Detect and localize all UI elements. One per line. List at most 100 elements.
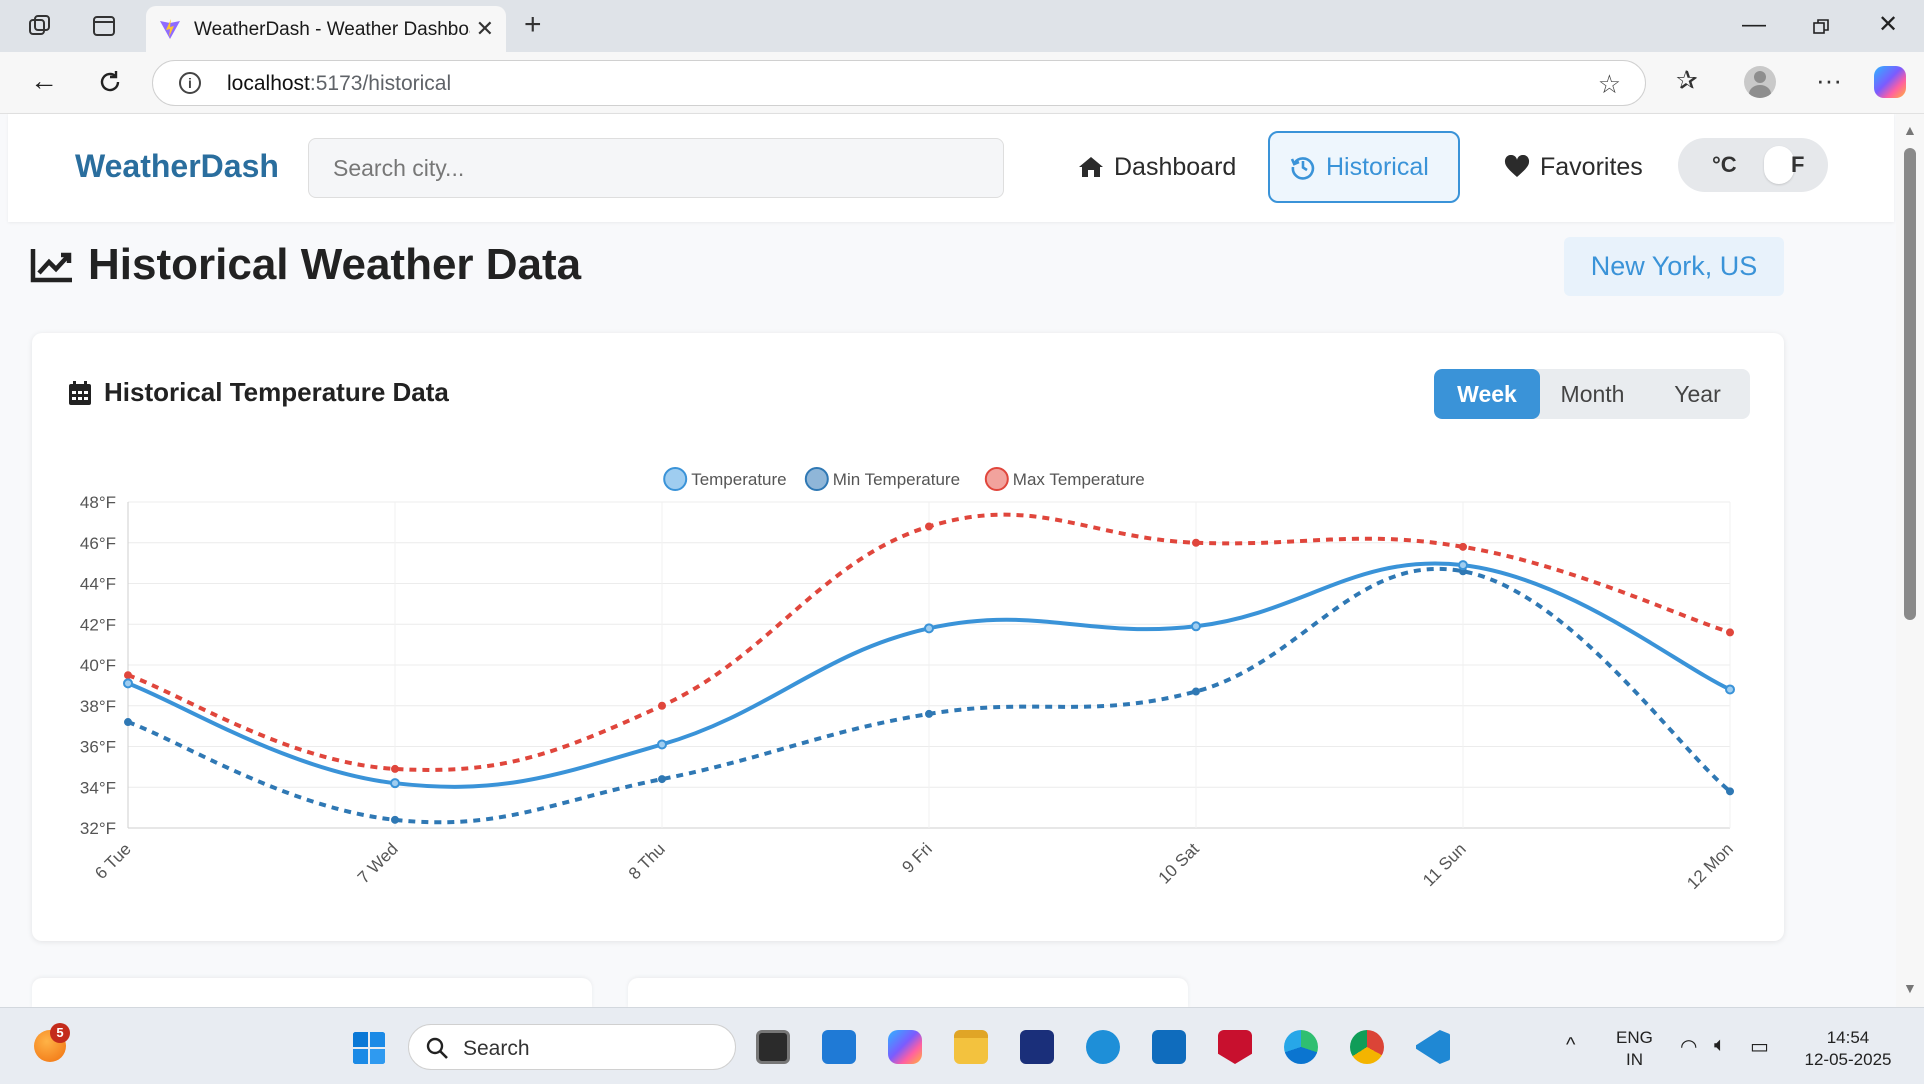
data-point[interactable] <box>658 701 666 710</box>
unit-toggle[interactable]: °C F <box>1678 138 1828 192</box>
historical-chart-card: Historical Temperature Data Week Month Y… <box>32 333 1784 941</box>
x-tick-label: 12 Mon <box>1683 839 1737 893</box>
brand-logo[interactable]: WeatherDash <box>75 148 279 184</box>
data-point[interactable] <box>924 623 934 634</box>
y-tick-label: 46°F <box>80 534 116 553</box>
data-point[interactable] <box>1459 542 1467 551</box>
browser-tab-bar: WeatherDash - Weather Dashboard ✕ + — ✕ <box>0 0 1924 52</box>
data-point[interactable] <box>657 739 667 750</box>
unit-fahrenheit-label: F <box>1791 152 1805 177</box>
copilot-icon[interactable] <box>1874 66 1906 98</box>
data-point[interactable] <box>1726 628 1734 637</box>
heart-icon <box>1504 155 1530 177</box>
site-info-icon[interactable]: i <box>179 72 201 94</box>
chrome-icon[interactable] <box>1350 1030 1384 1064</box>
range-week-button[interactable]: Week <box>1434 369 1540 419</box>
scrollbar-thumb[interactable] <box>1904 148 1916 620</box>
data-point[interactable] <box>1191 621 1201 632</box>
language-line1[interactable]: ENG <box>1616 1028 1653 1047</box>
close-tab-icon[interactable]: ✕ <box>475 16 494 41</box>
y-tick-label: 42°F <box>80 615 116 634</box>
range-month-button[interactable]: Month <box>1560 381 1625 407</box>
data-point[interactable] <box>1192 538 1200 547</box>
data-point[interactable] <box>1725 684 1735 695</box>
vscode-icon[interactable] <box>1416 1030 1450 1064</box>
scroll-down-icon[interactable]: ▼ <box>1903 980 1917 996</box>
legend-label[interactable]: Temperature <box>691 470 786 489</box>
data-point[interactable] <box>124 718 132 727</box>
data-point[interactable] <box>1458 560 1468 571</box>
page-scrollbar[interactable]: ▲ ▼ <box>1896 114 1924 1007</box>
location-badge: New York, US <box>1564 237 1784 296</box>
outlook-icon[interactable] <box>1152 1030 1186 1064</box>
wifi-icon[interactable]: ◠ <box>1680 1036 1698 1058</box>
data-point[interactable] <box>391 815 399 824</box>
data-point[interactable] <box>390 778 400 789</box>
edge-browser-icon[interactable] <box>1284 1030 1318 1064</box>
legend-label[interactable]: Min Temperature <box>833 470 960 489</box>
more-options-icon[interactable]: ··· <box>1816 65 1842 95</box>
clock-date[interactable]: 12-05-2025 <box>1804 1050 1892 1069</box>
y-tick-label: 32°F <box>80 819 116 838</box>
reload-icon[interactable] <box>96 68 124 96</box>
calendar-icon <box>69 380 91 405</box>
legend-label[interactable]: Max Temperature <box>1013 470 1145 489</box>
data-point[interactable] <box>925 709 933 718</box>
scroll-up-icon[interactable]: ▲ <box>1903 122 1917 138</box>
restore-icon[interactable] <box>1812 18 1830 36</box>
card-title: Historical Temperature Data <box>68 377 449 408</box>
data-point[interactable] <box>391 764 399 773</box>
x-tick-label: 7 Wed <box>354 839 402 887</box>
browser-tab-active[interactable]: WeatherDash - Weather Dashboard ✕ <box>146 6 506 52</box>
clock-time[interactable]: 14:54 <box>1826 1028 1870 1047</box>
favorites-list-icon[interactable]: ✰ <box>1676 65 1698 95</box>
nav-dashboard[interactable]: Dashboard <box>1058 131 1256 203</box>
browser-tab-title: WeatherDash - Weather Dashboard <box>194 19 470 40</box>
show-hidden-icons-icon[interactable]: ^ <box>1566 1034 1576 1056</box>
data-point[interactable] <box>658 775 666 784</box>
data-point[interactable] <box>123 678 133 689</box>
mcafee-icon[interactable] <box>1218 1030 1252 1064</box>
workspaces-icon[interactable] <box>26 12 54 40</box>
profile-avatar-icon[interactable] <box>1744 66 1776 98</box>
copilot-taskbar-icon[interactable] <box>888 1030 922 1064</box>
nav-historical-label: Historical <box>1326 152 1429 181</box>
page-title-text: Historical Weather Data <box>88 240 582 289</box>
history-icon <box>1290 157 1315 180</box>
legend-swatch[interactable] <box>984 467 1009 491</box>
vite-favicon-icon <box>160 19 180 39</box>
volume-icon[interactable]: 🔈︎ <box>1714 1034 1726 1056</box>
new-tab-icon[interactable]: + <box>524 8 542 41</box>
language-line2[interactable]: IN <box>1626 1050 1643 1069</box>
bookmark-star-icon[interactable]: ☆ <box>1597 69 1621 99</box>
city-search-input[interactable] <box>308 138 1004 198</box>
task-view-icon[interactable] <box>756 1030 790 1064</box>
data-point[interactable] <box>124 671 132 680</box>
nav-historical[interactable]: Historical <box>1268 131 1460 203</box>
unit-toggle-knob[interactable] <box>1764 146 1794 184</box>
close-window-icon[interactable]: ✕ <box>1878 11 1899 38</box>
legend-swatch[interactable] <box>663 467 688 491</box>
range-year-button[interactable]: Year <box>1674 381 1721 407</box>
nav-dashboard-label: Dashboard <box>1114 152 1237 181</box>
series-line-max-temperature <box>127 512 1731 772</box>
data-point[interactable] <box>1726 787 1734 796</box>
y-tick-label: 36°F <box>80 738 116 757</box>
windows-start-icon[interactable] <box>352 1031 386 1065</box>
legend-swatch[interactable] <box>804 467 829 491</box>
myhp-icon[interactable] <box>822 1030 856 1064</box>
tab-actions-icon[interactable] <box>90 12 118 40</box>
file-explorer-icon[interactable] <box>954 1030 988 1064</box>
battery-icon[interactable]: ▭ <box>1750 1036 1769 1058</box>
nav-favorites[interactable]: Favorites <box>1484 131 1663 203</box>
microsoft-store-icon[interactable] <box>1020 1030 1054 1064</box>
data-point[interactable] <box>925 522 933 531</box>
minimize-icon[interactable]: — <box>1742 11 1766 38</box>
x-tick-label: 6 Tue <box>91 839 135 883</box>
address-bar[interactable]: i localhost:5173/historical ☆ <box>152 60 1646 106</box>
nav-favorites-label: Favorites <box>1540 152 1643 181</box>
taskbar-search[interactable]: Search <box>408 1024 736 1070</box>
data-point[interactable] <box>1192 687 1200 696</box>
back-arrow-icon[interactable]: ← <box>30 65 58 96</box>
get-help-icon[interactable] <box>1086 1030 1120 1064</box>
